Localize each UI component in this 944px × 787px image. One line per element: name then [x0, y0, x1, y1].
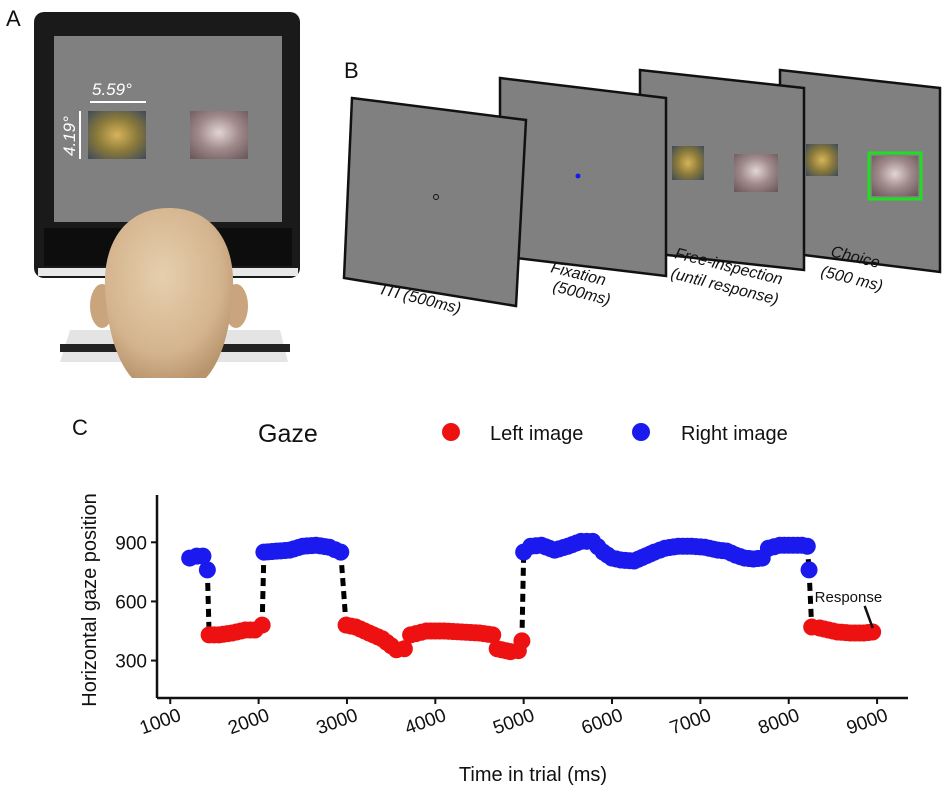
chart-title: Gaze	[258, 420, 318, 448]
x-tick-label: 8000	[756, 705, 803, 739]
gaze-trace-segment	[204, 569, 212, 635]
gaze-point-left	[364, 626, 382, 644]
gaze-point-left	[342, 617, 360, 635]
legend-left-label: Left image	[490, 423, 583, 445]
gaze-point-left	[378, 633, 396, 651]
gaze-point-left	[513, 632, 531, 650]
x-tick-label: 5000	[490, 705, 537, 739]
y-axis-label: Horizontal gaze position	[79, 493, 101, 706]
panel-b-trial-sequence: ITI (500ms) Fixation (500ms) Free-inspec…	[342, 68, 942, 318]
x-tick-label: 2000	[225, 705, 272, 739]
choice-right-image	[872, 156, 918, 196]
gaze-point-right	[749, 550, 767, 568]
x-axis-label: Time in trial (ms)	[459, 764, 607, 786]
y-tick-label: 600	[115, 592, 147, 613]
gaze-point-right	[194, 547, 212, 565]
gaze-trace-segment	[806, 569, 815, 628]
panel-label-c: C	[72, 415, 88, 440]
inspection-right-image	[734, 154, 778, 192]
head-icon	[104, 208, 234, 378]
gaze-point-left	[859, 623, 877, 641]
panel-a-illustration: 5.59° 4.19°	[34, 12, 300, 378]
legend-left-marker	[442, 423, 460, 441]
response-annotation: Response	[815, 589, 883, 606]
gaze-point-left	[497, 642, 515, 660]
x-tick-label: 3000	[314, 705, 361, 739]
left-stimulus-image	[88, 111, 146, 159]
x-tick-label: 9000	[844, 705, 891, 739]
x-tick-label: 1000	[137, 705, 184, 739]
inspection-left-image	[672, 146, 704, 180]
response-pointer	[863, 605, 874, 629]
legend-right-label: Right image	[681, 423, 788, 445]
gaze-point-left	[241, 621, 259, 639]
choice-left-image	[806, 144, 838, 176]
height-label: 4.19°	[60, 116, 79, 156]
legend-right-marker	[632, 423, 650, 441]
gaze-trace-segment	[259, 552, 267, 626]
y-tick-label: 900	[115, 533, 147, 554]
fixation-dot	[575, 173, 581, 179]
x-tick-label: 7000	[667, 705, 714, 739]
panel-label-b: B	[344, 58, 359, 83]
panel-label-a: A	[6, 6, 21, 31]
gaze-point-left	[479, 625, 497, 643]
gaze-point-right	[326, 541, 344, 559]
y-tick-label: 300	[115, 652, 147, 673]
gaze-point-right	[800, 561, 818, 579]
right-stimulus-image	[190, 111, 248, 159]
iti-ring	[433, 194, 439, 200]
gaze-point-right	[789, 536, 807, 554]
screen-free-inspection	[638, 68, 806, 272]
gaze-trace-segment	[338, 551, 349, 626]
screen-choice	[778, 68, 942, 274]
gaze-point-left	[395, 640, 413, 658]
x-tick-label: 4000	[402, 705, 449, 739]
x-tick-label: 6000	[579, 705, 626, 739]
screen-iti	[342, 96, 528, 308]
choice-highlight-frame	[867, 151, 923, 201]
gaze-point-right	[198, 561, 216, 579]
width-label: 5.59°	[92, 80, 132, 99]
gaze-trace-segment	[519, 552, 527, 641]
